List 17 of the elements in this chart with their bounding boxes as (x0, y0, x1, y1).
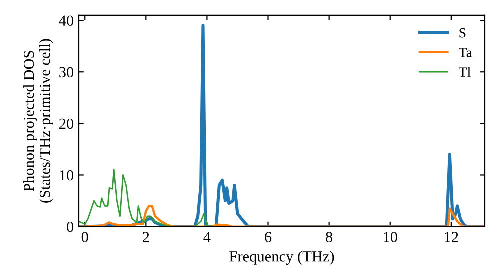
y-tick-label: 0 (67, 222, 74, 232)
legend-label: Ta (459, 48, 472, 58)
x-axis-title: Frequency (THz) (230, 251, 334, 265)
y-tick-label: 20 (60, 118, 74, 130)
x-tick-label: 2 (143, 232, 150, 242)
x-tick-label: 12 (445, 232, 458, 242)
legend-label: Tl (459, 67, 471, 77)
x-tick-label: 8 (326, 232, 333, 242)
legend-label: S (460, 28, 466, 38)
y-axis-title: Phonon projected DOS (States/THz·primitive cell) (23, 39, 54, 203)
y-tick-label: 10 (60, 170, 74, 181)
x-tick-label: 10 (384, 232, 398, 242)
x-tick-label: 4 (204, 232, 211, 242)
y-tick-label: 30 (60, 67, 74, 78)
x-tick-label: 6 (265, 232, 272, 242)
y-tick-label: 40 (59, 16, 74, 26)
x-tick-label: 0 (82, 232, 88, 242)
